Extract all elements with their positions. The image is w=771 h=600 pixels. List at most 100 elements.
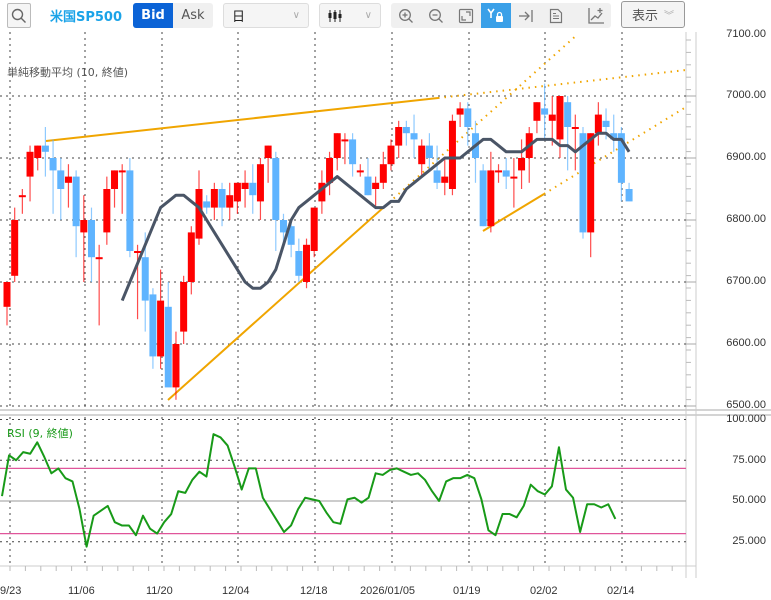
candle-up xyxy=(80,220,88,233)
candle-up xyxy=(448,120,456,189)
candle-up xyxy=(379,164,387,183)
trendline-extension xyxy=(437,69,687,99)
candle-down xyxy=(49,158,57,171)
sma-line xyxy=(120,131,631,302)
candle-up xyxy=(418,145,426,165)
candle-up xyxy=(548,114,556,121)
candle-up xyxy=(95,257,103,260)
rsi-axis-label: 50.000 xyxy=(732,494,766,506)
candle-up xyxy=(533,102,541,121)
candle-up xyxy=(172,344,180,388)
candle-up xyxy=(556,96,564,140)
candle-down xyxy=(249,182,257,196)
candle-down xyxy=(579,133,587,233)
candle-down xyxy=(72,176,80,227)
rsi-indicator-label[interactable]: RSI (9, 終値) xyxy=(7,427,73,440)
candle-up xyxy=(518,158,526,171)
candle-down xyxy=(541,108,549,115)
candle-up xyxy=(157,300,165,357)
candle-down xyxy=(87,220,95,258)
candle-up xyxy=(264,145,272,158)
price-axis-label: 6800.00 xyxy=(726,213,766,225)
sma-indicator-label[interactable]: 単純移動平均 (10, 終値) xyxy=(7,66,129,79)
candle-up xyxy=(11,220,19,276)
candle-down xyxy=(564,102,572,127)
add-indicator-button[interactable] xyxy=(581,3,611,28)
candle-down xyxy=(164,306,172,388)
rsi-axis-label: 100.000 xyxy=(726,413,766,425)
candle-down xyxy=(287,226,295,245)
candle-down xyxy=(602,120,610,127)
display-label: 表示 xyxy=(631,9,658,24)
candle-up xyxy=(495,170,503,173)
fit-screen-icon xyxy=(458,8,474,23)
candle-up xyxy=(341,139,349,142)
candle-up xyxy=(34,145,42,158)
y-axis-lock-icon xyxy=(487,8,503,22)
candle-up xyxy=(3,282,11,307)
document-button[interactable] xyxy=(541,3,571,28)
candle-up xyxy=(26,151,34,177)
rsi-axis-label: 75.000 xyxy=(732,454,766,466)
price-axis-label: 6500.00 xyxy=(726,399,766,411)
candle-up xyxy=(210,189,218,208)
candle-up xyxy=(356,170,364,173)
search-icon xyxy=(11,8,26,23)
display-menu-button[interactable]: 表示 ︾ xyxy=(621,1,685,28)
candle-down xyxy=(149,294,157,357)
candle-down xyxy=(479,170,487,227)
candle-down xyxy=(402,127,410,134)
price-axis-label: 6700.00 xyxy=(726,275,766,287)
y-axis-lock-button[interactable] xyxy=(481,3,511,28)
candle-down xyxy=(349,139,357,165)
bid-button[interactable]: Bid xyxy=(133,3,173,28)
candle-down xyxy=(272,158,280,220)
symbol-name[interactable]: 米国SP500 xyxy=(50,10,123,25)
jump-to-latest-button[interactable] xyxy=(511,3,541,28)
price-axis-label: 7000.00 xyxy=(726,89,766,101)
jump-to-latest-icon xyxy=(519,9,533,22)
candle-up xyxy=(441,176,449,183)
date-axis-label: 02/02 xyxy=(530,585,558,597)
candle-up xyxy=(18,195,26,198)
chart-type-select[interactable]: ∨ xyxy=(319,3,381,28)
candle-down xyxy=(625,189,633,202)
candle-up xyxy=(333,133,341,158)
candle-up xyxy=(233,182,241,202)
rsi-line xyxy=(1,433,617,548)
date-axis-label: 02/14 xyxy=(607,585,635,597)
candle-down xyxy=(57,170,65,189)
double-chevron-down-icon: ︾ xyxy=(664,11,674,22)
date-axis-label: 11/06 xyxy=(68,585,95,597)
candle-down xyxy=(433,170,441,183)
candle-up xyxy=(256,164,264,202)
candle-down xyxy=(126,170,134,251)
ask-button[interactable]: Ask xyxy=(173,3,213,28)
candle-up xyxy=(395,127,403,146)
candle-down xyxy=(617,133,625,183)
fit-screen-button[interactable] xyxy=(451,3,481,28)
candle-up xyxy=(303,244,311,282)
period-value: 日 xyxy=(232,10,246,25)
candle-down xyxy=(502,170,510,177)
price-axis-label: 6600.00 xyxy=(726,337,766,349)
candle-down xyxy=(410,133,418,140)
search-button[interactable] xyxy=(7,3,31,28)
zoom-in-button[interactable] xyxy=(391,3,421,28)
chart-toolbar: 米国SP500 Bid Ask 日 ∨ ∨ 表示 ︾ xyxy=(0,0,771,32)
candle-up xyxy=(64,176,72,183)
add-indicator-icon xyxy=(588,7,604,24)
date-axis-label: 01/19 xyxy=(453,585,481,597)
period-select[interactable]: 日 ∨ xyxy=(223,3,309,28)
trendline xyxy=(45,97,439,142)
candle-down xyxy=(364,176,372,196)
date-axis-label: 11/20 xyxy=(146,585,173,597)
zoom-out-button[interactable] xyxy=(421,3,451,28)
candle-down xyxy=(141,257,149,301)
candle-up xyxy=(326,158,334,183)
candle-down xyxy=(295,251,303,276)
candle-down xyxy=(464,108,472,127)
candle-up xyxy=(587,133,595,233)
price-axis-label: 7100.00 xyxy=(726,28,766,40)
